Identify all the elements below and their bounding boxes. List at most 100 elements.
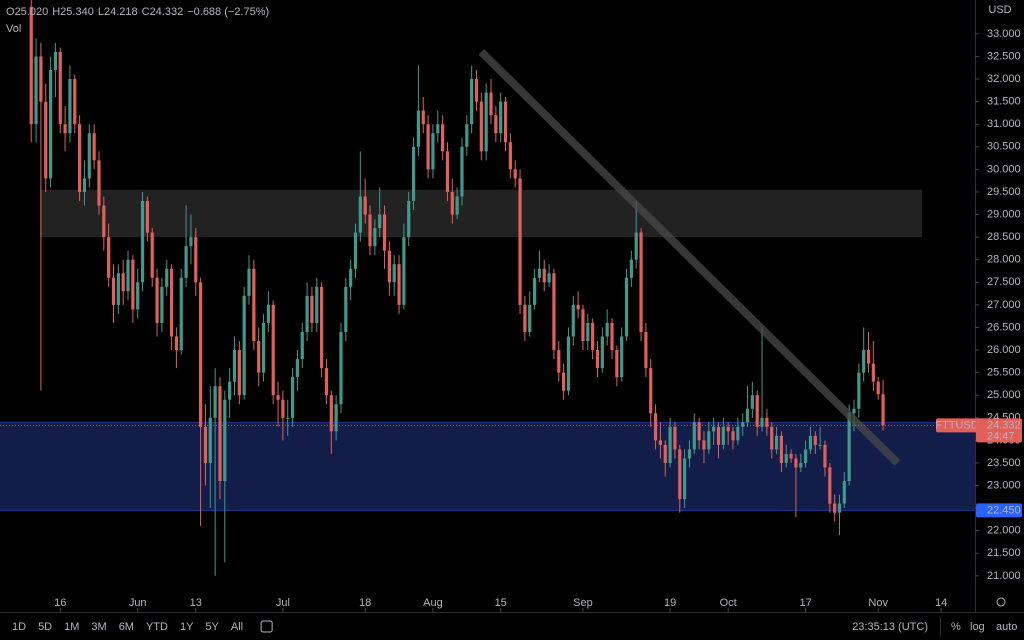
scale-option[interactable]: log [970, 621, 985, 633]
y-tick-label: 31.000 [987, 118, 1021, 130]
y-tick-label: 33.000 [987, 28, 1021, 40]
candle-body [605, 322, 609, 337]
settings-icon[interactable] [996, 597, 1006, 607]
x-tick-label: 14 [935, 597, 947, 609]
candle-body [813, 435, 817, 445]
candle-body [620, 336, 624, 378]
candle-body [716, 426, 721, 445]
candle-body [232, 350, 237, 382]
candle-body [615, 350, 619, 378]
candle-body [82, 178, 87, 192]
candle-body [455, 196, 459, 215]
range-button[interactable]: 5D [38, 621, 52, 633]
candle-body [445, 151, 450, 192]
candle-body [687, 449, 692, 459]
candle-body [731, 431, 735, 441]
candle-body [73, 79, 77, 125]
clock[interactable]: 23:35:13 (UTC) [852, 621, 928, 633]
candle-body [223, 399, 227, 482]
candle-body [368, 214, 372, 247]
y-tick-label: 32.500 [987, 50, 1021, 62]
candle-body [479, 101, 483, 152]
candle-body [649, 368, 653, 414]
candle-body [436, 124, 440, 134]
candle-body [712, 426, 716, 432]
date-range-icon[interactable] [260, 620, 273, 633]
range-button[interactable]: 6M [119, 621, 134, 633]
y-tick-label: 21.000 [987, 570, 1021, 582]
candle-body [276, 395, 280, 400]
range-button[interactable]: 1M [64, 621, 79, 633]
candle-body [624, 277, 629, 337]
y-tick-label: 30.000 [987, 163, 1021, 175]
range-button[interactable]: 3M [91, 621, 106, 633]
range-button[interactable]: 1Y [180, 621, 194, 633]
range-button[interactable]: YTD [146, 621, 168, 633]
candle-body [131, 259, 135, 310]
candle-body [683, 458, 687, 500]
candle-body [184, 246, 188, 278]
candle-body [745, 408, 750, 423]
volume-label: Vol [6, 23, 21, 35]
candle-body [140, 200, 145, 283]
candle-body [34, 56, 38, 125]
candle-body [678, 449, 682, 500]
candle-body [760, 417, 764, 427]
candle-body [441, 124, 445, 152]
y-tick-label: 27.000 [987, 299, 1021, 311]
candle-body [102, 205, 106, 238]
candle-body [63, 124, 67, 134]
candle-body [876, 381, 880, 395]
candle-body [237, 350, 241, 396]
range-button[interactable]: 5Y [205, 621, 219, 633]
candle-body [474, 79, 479, 102]
candle-body [842, 481, 846, 504]
candle-body [416, 110, 421, 147]
candle-body [571, 304, 575, 337]
candle-body [653, 413, 658, 441]
scale-option[interactable]: auto [996, 621, 1017, 633]
candle-body [881, 394, 885, 426]
candle-body [484, 92, 488, 152]
candle-body [78, 124, 82, 192]
candle-body [286, 417, 290, 419]
candle-body [804, 449, 808, 463]
legend-key: L [98, 6, 104, 18]
candle-body [329, 395, 333, 432]
scale-option[interactable]: % [951, 621, 961, 633]
x-tick-label: 15 [495, 597, 507, 609]
candle-body [499, 101, 503, 134]
candle-body [121, 273, 125, 292]
candle-body [261, 322, 266, 373]
candle-body [755, 395, 759, 427]
range-button[interactable]: 1D [12, 621, 26, 633]
candle-body [203, 426, 208, 463]
legend-key: C [142, 6, 150, 18]
candle-body [581, 309, 585, 342]
candle-body [136, 282, 140, 310]
x-tick-label: 17 [799, 597, 811, 609]
candle-body [576, 304, 580, 310]
candle-body [324, 368, 329, 396]
candle-body [257, 341, 261, 373]
candle-body [295, 359, 300, 378]
candle-body [600, 336, 604, 369]
candle-body [726, 426, 730, 432]
candle-body [866, 350, 871, 364]
x-tick-label: Aug [423, 597, 443, 609]
last-price-label: 24.332 [987, 419, 1021, 431]
legend-value: 24.218 [104, 6, 138, 18]
candle-body [266, 304, 270, 323]
candle-body [426, 124, 430, 170]
range-button[interactable]: All [231, 621, 243, 633]
candle-body [271, 304, 275, 396]
currency-label[interactable]: USD [988, 4, 1011, 16]
candle-body [799, 462, 803, 468]
candle-body [373, 228, 377, 247]
candle-body [629, 259, 633, 278]
candle-body [595, 350, 600, 369]
trendline [478, 49, 901, 466]
y-tick-label: 23.000 [987, 479, 1021, 491]
candle-body [189, 237, 193, 247]
